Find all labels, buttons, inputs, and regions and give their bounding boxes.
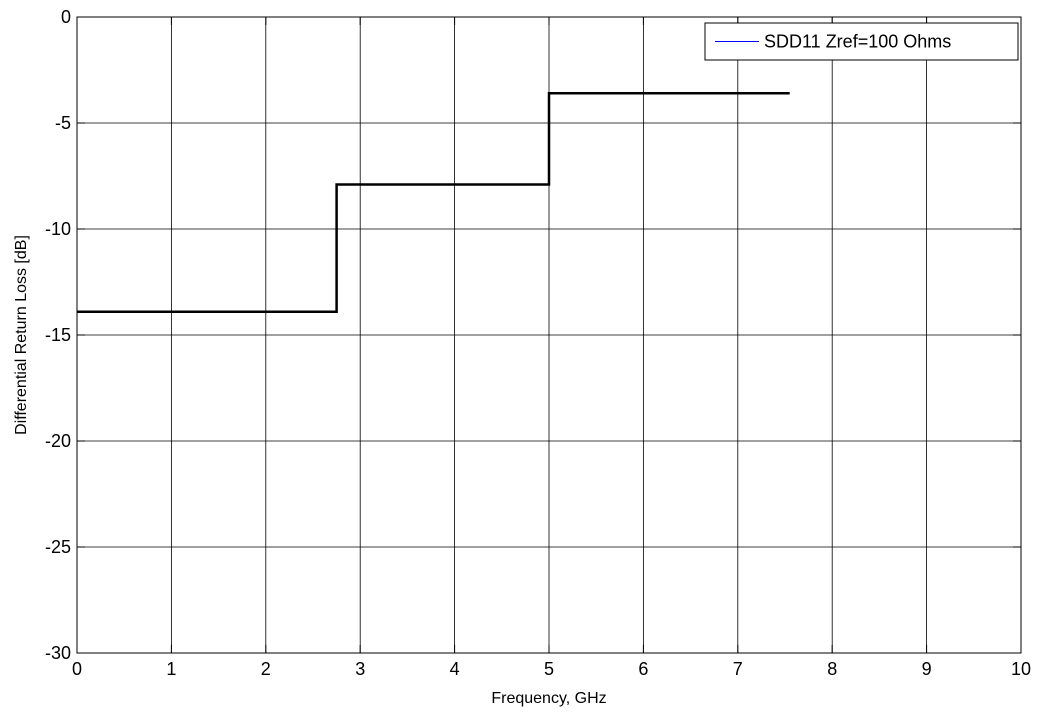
x-tick-label: 1 xyxy=(166,659,176,679)
legend-label: SDD11 Zref=100 Ohms xyxy=(764,32,951,52)
y-tick-label: -20 xyxy=(45,431,71,451)
y-tick-label: -5 xyxy=(55,113,71,133)
x-axis-title: Frequency, GHz xyxy=(491,690,606,707)
y-tick-label: -30 xyxy=(45,643,71,663)
x-tick-label: 4 xyxy=(450,659,460,679)
y-tick-label: -10 xyxy=(45,219,71,239)
y-axis-title: Differential Return Loss [dB] xyxy=(13,235,30,435)
ticks: 0 1 2 3 4 5 6 7 8 9 10 0 -5 -10 -15 -20 -25 -30 xyxy=(45,7,1031,679)
y-tick-label: -15 xyxy=(45,325,71,345)
x-tick-label: 5 xyxy=(544,659,554,679)
series-line xyxy=(77,92,790,313)
x-tick-label: 2 xyxy=(261,659,271,679)
x-tick-label: 6 xyxy=(638,659,648,679)
legend: SDD11 Zref=100 Ohms xyxy=(704,22,1019,61)
y-tick-label: 0 xyxy=(61,7,71,27)
x-tick-label: 8 xyxy=(827,659,837,679)
x-tick-label: 7 xyxy=(733,659,743,679)
x-tick-label: 10 xyxy=(1011,659,1031,679)
y-tick-label: -25 xyxy=(45,537,71,557)
series-layer xyxy=(77,92,790,313)
x-tick-label: 3 xyxy=(355,659,365,679)
x-tick-label: 9 xyxy=(922,659,932,679)
x-tick-label: 0 xyxy=(72,659,82,679)
